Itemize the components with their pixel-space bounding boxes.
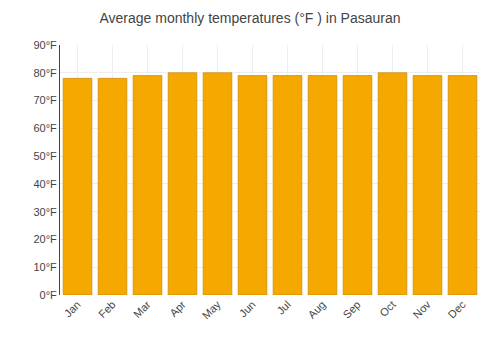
svg-text:50°F: 50°F	[33, 150, 57, 162]
svg-text:0°F: 0°F	[40, 289, 58, 301]
svg-text:70°F: 70°F	[33, 94, 57, 106]
svg-text:20°F: 20°F	[33, 233, 57, 245]
svg-text:Apr: Apr	[167, 298, 188, 319]
svg-text:40°F: 40°F	[33, 178, 57, 190]
svg-text:Average monthly temperatures (: Average monthly temperatures (°F ) in Pa…	[99, 10, 400, 26]
svg-text:Jul: Jul	[274, 298, 292, 316]
svg-text:30°F: 30°F	[33, 206, 57, 218]
svg-text:Mar: Mar	[131, 298, 153, 320]
svg-text:Jan: Jan	[62, 298, 83, 319]
svg-text:80°F: 80°F	[33, 67, 57, 79]
svg-text:Dec: Dec	[445, 298, 468, 321]
svg-text:90°F: 90°F	[33, 39, 57, 51]
svg-text:60°F: 60°F	[33, 122, 57, 134]
svg-text:Jun: Jun	[237, 298, 258, 319]
svg-text:Oct: Oct	[377, 298, 398, 319]
svg-text:Aug: Aug	[305, 298, 327, 320]
svg-text:Sep: Sep	[340, 298, 362, 320]
svg-text:May: May	[200, 298, 224, 322]
svg-text:Feb: Feb	[96, 298, 118, 320]
svg-text:Nov: Nov	[410, 298, 433, 321]
svg-text:10°F: 10°F	[33, 261, 57, 273]
